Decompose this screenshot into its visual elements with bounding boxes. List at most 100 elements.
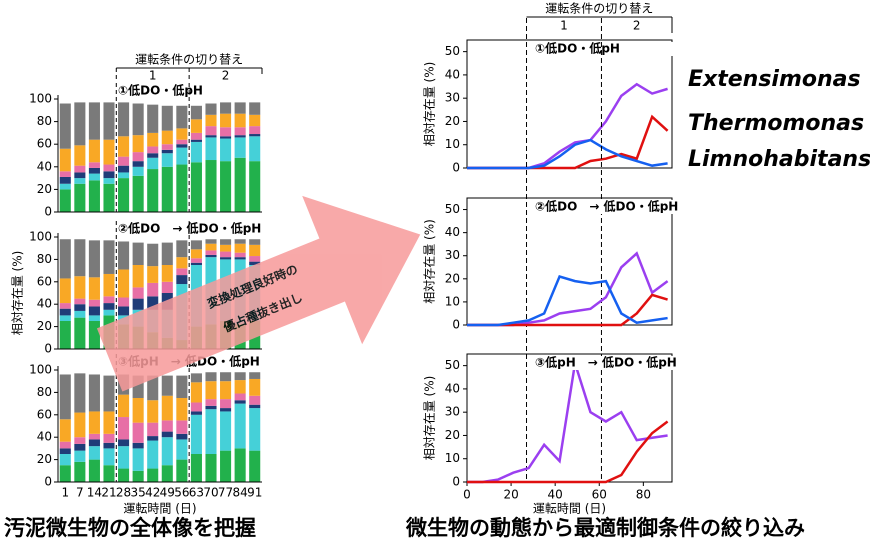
bar-segment: [249, 239, 261, 245]
bar-segment: [103, 296, 115, 304]
bar-segment: [59, 148, 71, 172]
bar-segment: [88, 139, 100, 163]
bar-segment: [249, 136, 261, 162]
bar-segment: [88, 167, 100, 174]
bar-segment: [190, 262, 202, 265]
bar-segment: [249, 114, 261, 127]
bar-segment: [147, 468, 159, 482]
bar-segment: [234, 393, 246, 401]
right-caption: 微生物の動態から最適制御条件の絞り込み: [405, 516, 805, 540]
y-tick-label: 60: [37, 137, 52, 151]
y-tick-label: 40: [445, 225, 460, 239]
bar-segment: [118, 178, 130, 212]
bar-segment: [161, 431, 173, 438]
bar-segment: [132, 375, 144, 398]
x-tick-label: 91: [247, 486, 262, 500]
y-tick-label: 30: [445, 91, 460, 105]
x-tick-label: 20: [503, 488, 518, 502]
bar-segment: [103, 433, 115, 443]
y-tick-label: 40: [445, 67, 460, 81]
bar-segment: [161, 375, 173, 396]
bar-segment: [161, 149, 173, 154]
bar-segment: [190, 132, 202, 140]
legend-entry: Limnohabitans: [688, 147, 870, 172]
bar-segment: [220, 244, 232, 252]
bar-segment: [132, 265, 144, 288]
bar-segment: [118, 297, 130, 307]
bar-segment: [161, 395, 173, 421]
y-tick-label: 100: [29, 363, 52, 377]
bar-segment: [205, 454, 217, 482]
title-bg: [117, 222, 267, 236]
bar-segment: [88, 374, 100, 412]
x-tick-label: 7: [76, 486, 84, 500]
bar-segment: [74, 304, 86, 311]
bar-segment: [59, 374, 71, 420]
bar-segment: [161, 465, 173, 482]
bar-segment: [132, 470, 144, 482]
bar-segment: [234, 380, 246, 394]
bar-segment: [190, 454, 202, 482]
bar-segment: [74, 145, 86, 166]
bar-segment: [88, 321, 100, 349]
bar-segment: [220, 381, 232, 400]
bar-segment: [88, 433, 100, 440]
bar-segment: [118, 468, 130, 482]
bar-segment: [88, 102, 100, 140]
bar-segment: [234, 157, 246, 212]
bar-segment: [74, 276, 86, 299]
bar-segment: [147, 153, 159, 158]
bar-segment: [176, 147, 188, 165]
bar-segment: [74, 310, 86, 318]
y-tick-label: 0: [44, 342, 52, 356]
bar-segment: [161, 144, 173, 150]
bar-segment: [103, 442, 115, 449]
bar-segment: [74, 298, 86, 305]
bar-segment: [161, 265, 173, 282]
bar-segment: [118, 306, 130, 316]
y-axis-label: 相対存在量 (%): [423, 62, 437, 147]
x-tick-label: 1: [61, 486, 69, 500]
bar-segment: [118, 172, 130, 179]
x-tick-label: 60: [592, 488, 607, 502]
bar-segment: [147, 146, 159, 154]
x-tick-label: 84: [233, 486, 248, 500]
bar-segment: [205, 381, 217, 400]
bar-segment: [234, 400, 246, 404]
bar-segment: [59, 465, 71, 482]
x-tick-label: 80: [636, 488, 651, 502]
bar-segment: [118, 269, 130, 298]
bar-segment: [88, 439, 100, 447]
bar-segment: [59, 454, 71, 466]
bar-segment: [234, 102, 246, 114]
bar-segment: [74, 461, 86, 482]
bar-segment: [205, 103, 217, 115]
bar-segment: [147, 422, 159, 437]
bar-segment: [147, 243, 159, 267]
bar-segment: [176, 164, 188, 212]
title-bg: [530, 356, 675, 370]
title-bg: [530, 42, 675, 56]
bar-segment: [220, 399, 232, 409]
y-tick-label: 40: [445, 381, 460, 395]
bar-segment: [205, 137, 217, 161]
bar-segment: [220, 257, 232, 260]
bar-segment: [190, 139, 202, 142]
bar-segment: [190, 402, 202, 412]
bar-segment: [147, 132, 159, 147]
bar-segment: [205, 126, 217, 136]
bar-segment: [220, 113, 232, 128]
bar-segment: [190, 249, 202, 259]
y-tick-label: 80: [37, 114, 52, 128]
bar-segment: [132, 448, 144, 471]
arrow-shape: [96, 195, 421, 392]
bar-segment: [132, 135, 144, 153]
y-tick-label: 100: [29, 92, 52, 106]
y-tick-label: 30: [445, 248, 460, 262]
bar-segment: [176, 240, 188, 258]
bar-segment: [118, 439, 130, 447]
bar-segment: [147, 104, 159, 133]
bar-segment: [147, 436, 159, 441]
bar-segment: [176, 433, 188, 440]
bar-segment: [176, 144, 188, 148]
